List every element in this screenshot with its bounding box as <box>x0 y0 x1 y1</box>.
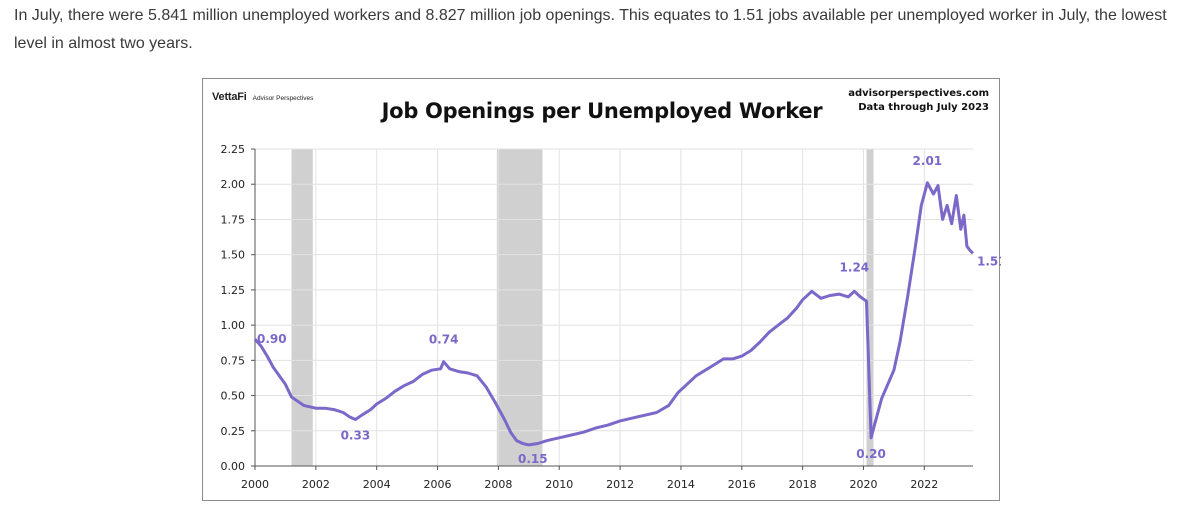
x-tick-label: 2002 <box>302 478 330 491</box>
brand-subtitle: Advisor Perspectives <box>252 95 314 102</box>
x-tick-label: 2018 <box>789 478 817 491</box>
x-tick-label: 2016 <box>728 478 756 491</box>
y-tick-label: 0.75 <box>221 354 246 367</box>
data-label: 2.01 <box>913 154 943 168</box>
x-tick-label: 2008 <box>484 478 512 491</box>
y-tick-label: 2.00 <box>221 178 246 191</box>
source-url: advisorperspectives.com <box>848 88 989 99</box>
data-label: 0.90 <box>257 332 287 346</box>
y-tick-label: 1.75 <box>221 213 246 226</box>
y-tick-label: 0.25 <box>221 425 246 438</box>
x-tick-label: 2014 <box>667 478 695 491</box>
brand-logo: VettaFi Advisor Perspectives <box>212 87 313 105</box>
y-tick-label: 2.25 <box>221 143 246 156</box>
x-tick-label: 2000 <box>241 478 269 491</box>
data-label: 0.15 <box>518 452 548 466</box>
source-note: advisorperspectives.com Data through Jul… <box>848 87 989 115</box>
y-tick-label: 1.25 <box>221 284 246 297</box>
x-tick-label: 2022 <box>910 478 938 491</box>
y-tick-label: 0.00 <box>221 460 246 473</box>
recession-band <box>496 149 543 466</box>
data-label: 1.51 <box>977 254 1001 268</box>
article-paragraph: In July, there were 5.841 million unempl… <box>14 7 1167 52</box>
data-label: 1.24 <box>840 260 870 274</box>
x-tick-label: 2012 <box>606 478 634 491</box>
x-tick-label: 2006 <box>424 478 452 491</box>
x-tick-label: 2004 <box>363 478 391 491</box>
chart-figure: VettaFi Advisor Perspectives Job Openings… <box>202 78 1002 501</box>
data-label: 0.74 <box>429 333 459 347</box>
line-chart: 0.00 0.25 0.50 0.75 1.00 1.25 1.50 1.75 2.00 2.25… <box>221 143 1002 491</box>
recession-band <box>866 149 874 466</box>
data-through-note: Data through July 2023 <box>858 102 989 113</box>
data-label: 0.33 <box>341 429 371 443</box>
x-tick-label: 2020 <box>849 478 877 491</box>
series-line <box>253 181 975 447</box>
brand-logo-text: VettaFi <box>212 91 247 103</box>
data-label: 0.20 <box>856 447 886 461</box>
y-tick-label: 1.50 <box>221 249 246 262</box>
y-tick-label: 1.00 <box>221 319 246 332</box>
y-tick-label: 0.50 <box>221 390 246 403</box>
recession-band <box>291 149 313 466</box>
x-tick-label: 2010 <box>545 478 573 491</box>
chart-title: Job Openings per Unemployed Worker <box>381 99 823 123</box>
